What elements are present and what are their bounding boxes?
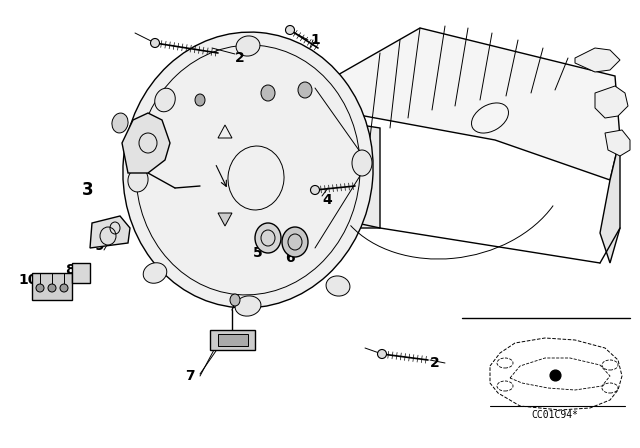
Polygon shape <box>605 130 630 156</box>
Polygon shape <box>210 330 255 350</box>
Text: 9: 9 <box>94 239 104 253</box>
Ellipse shape <box>195 94 205 106</box>
Polygon shape <box>575 48 620 72</box>
Polygon shape <box>310 106 380 228</box>
Ellipse shape <box>378 349 387 358</box>
Ellipse shape <box>123 32 373 308</box>
Text: 6: 6 <box>285 251 294 265</box>
Text: 4: 4 <box>322 193 332 207</box>
Ellipse shape <box>310 185 319 194</box>
Ellipse shape <box>143 263 167 283</box>
Ellipse shape <box>230 294 240 306</box>
Polygon shape <box>122 113 170 173</box>
Text: 5: 5 <box>253 246 263 260</box>
Point <box>550 371 560 379</box>
Ellipse shape <box>155 88 175 112</box>
Ellipse shape <box>235 296 261 316</box>
Ellipse shape <box>352 150 372 176</box>
Ellipse shape <box>60 284 68 292</box>
Ellipse shape <box>48 284 56 292</box>
Polygon shape <box>218 334 248 346</box>
Ellipse shape <box>255 223 281 253</box>
Ellipse shape <box>261 85 275 101</box>
Text: 1: 1 <box>310 33 320 47</box>
Polygon shape <box>595 86 628 118</box>
Polygon shape <box>310 28 620 180</box>
Ellipse shape <box>282 227 308 257</box>
Ellipse shape <box>128 168 148 192</box>
Polygon shape <box>72 263 90 283</box>
Ellipse shape <box>285 26 294 34</box>
Text: 7: 7 <box>186 369 195 383</box>
Text: 8: 8 <box>65 263 75 277</box>
Ellipse shape <box>236 36 260 56</box>
Text: 3: 3 <box>82 181 94 199</box>
Text: CC01C94*: CC01C94* <box>531 410 579 420</box>
Polygon shape <box>90 216 130 248</box>
Ellipse shape <box>112 113 128 133</box>
Text: 2: 2 <box>430 356 440 370</box>
Ellipse shape <box>36 284 44 292</box>
Text: 10: 10 <box>19 273 38 287</box>
Polygon shape <box>218 213 232 226</box>
Ellipse shape <box>326 276 350 296</box>
Ellipse shape <box>150 39 159 47</box>
Polygon shape <box>600 138 620 263</box>
Text: 2: 2 <box>235 51 244 65</box>
Ellipse shape <box>298 82 312 98</box>
Polygon shape <box>32 273 72 300</box>
